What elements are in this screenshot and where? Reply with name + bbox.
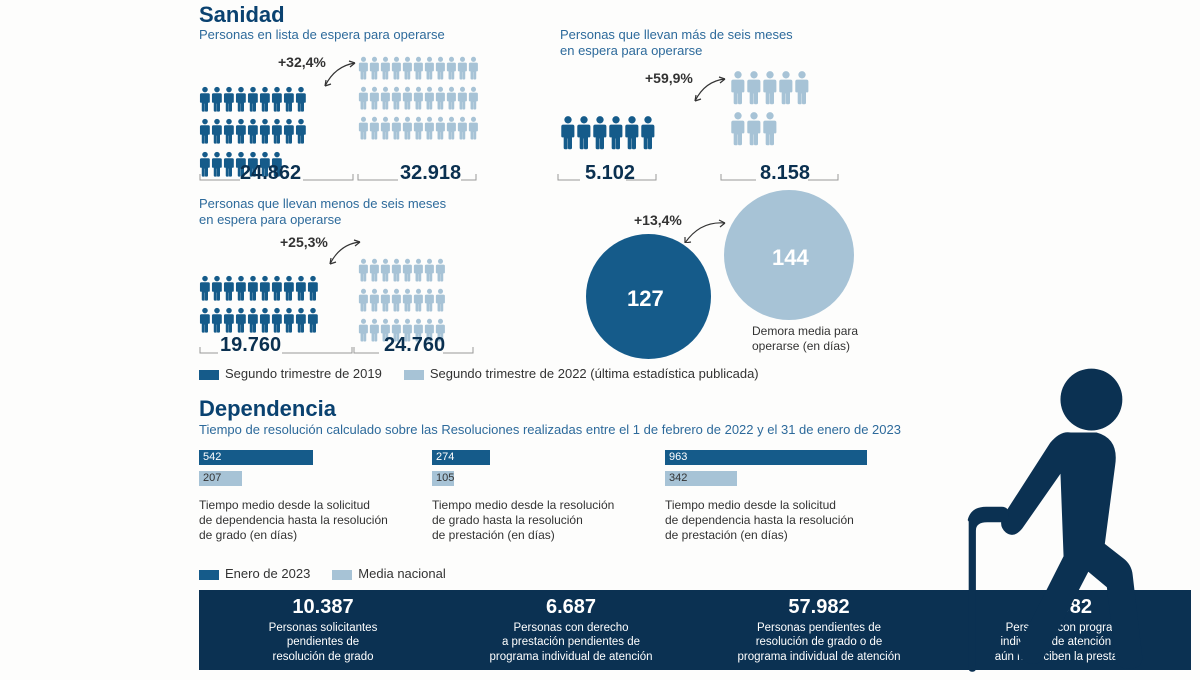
dep-desc: Tiempo medio desde la solicitud de depen…: [665, 498, 885, 543]
delay-2019: 127: [627, 286, 664, 312]
dep-desc: Tiempo medio desde la resolución de grad…: [432, 498, 652, 543]
over6m-subtitle: Personas que llevan más de seis meses en…: [560, 27, 793, 58]
dependencia-title: Dependencia: [199, 396, 336, 422]
swatch-dark-2: [199, 570, 219, 580]
dependencia-legend: Enero de 2023 Media nacional: [199, 566, 446, 581]
waitlist-arrow: [320, 58, 360, 88]
under6m-arrow: [325, 238, 365, 266]
legend-2019: Segundo trimestre de 2019: [225, 366, 382, 381]
dependencia-subtitle: Tiempo de resolución calculado sobre las…: [199, 422, 901, 438]
over6m-brackets: [556, 172, 846, 184]
dep-bar-b: 342: [665, 471, 737, 486]
under6m-people-2019: [199, 275, 319, 339]
sanidad-legend: Segundo trimestre de 2019 Segundo trimes…: [199, 366, 759, 381]
swatch-light-2: [332, 570, 352, 580]
delay-change: +13,4%: [634, 212, 682, 228]
over6m-people-2022: [730, 70, 810, 151]
swatch-light: [404, 370, 424, 380]
banner-num: 6.687: [453, 596, 689, 619]
dep-bar-a: 542: [199, 450, 313, 465]
dep-desc: Tiempo medio desde la solicitud de depen…: [199, 498, 419, 543]
banner-num: 10.387: [205, 596, 441, 619]
dep-bar-a: 274: [432, 450, 490, 465]
over6m-arrow: [690, 75, 730, 103]
dep-bar-b: 105: [432, 471, 454, 486]
delay-arrow: [680, 215, 730, 243]
over6m-change: +59,9%: [645, 70, 693, 86]
sanidad-title: Sanidad: [199, 2, 285, 28]
delay-caption: Demora media para operarse (en días): [752, 324, 858, 354]
banner-txt: Personas con derecho a prestación pendie…: [453, 621, 689, 664]
banner-cell: 10.387Personas solicitantes pendientes d…: [199, 590, 447, 670]
legend-2022: Segundo trimestre de 2022 (última estadí…: [430, 366, 759, 381]
waitlist-people-2022: [358, 56, 479, 146]
delay-2022: 144: [772, 245, 809, 271]
elderly-person-icon: [890, 350, 1200, 680]
waitlist-brackets: [198, 172, 478, 184]
dep-bar-b: 207: [199, 471, 242, 486]
dep-legend-a: Enero de 2023: [225, 566, 310, 581]
under6m-brackets: [198, 345, 478, 357]
waitlist-subtitle: Personas en lista de espera para operars…: [199, 27, 445, 43]
dep-legend-b: Media nacional: [358, 566, 445, 581]
banner-txt: Personas solicitantes pendientes de reso…: [205, 621, 441, 664]
waitlist-change: +32,4%: [278, 54, 326, 70]
dep-bar-a: 963: [665, 450, 867, 465]
swatch-dark: [199, 370, 219, 380]
over6m-people-2019: [560, 115, 656, 155]
under6m-subtitle: Personas que llevan menos de seis meses …: [199, 196, 446, 227]
under6m-change: +25,3%: [280, 234, 328, 250]
banner-cell: 6.687Personas con derecho a prestación p…: [447, 590, 695, 670]
